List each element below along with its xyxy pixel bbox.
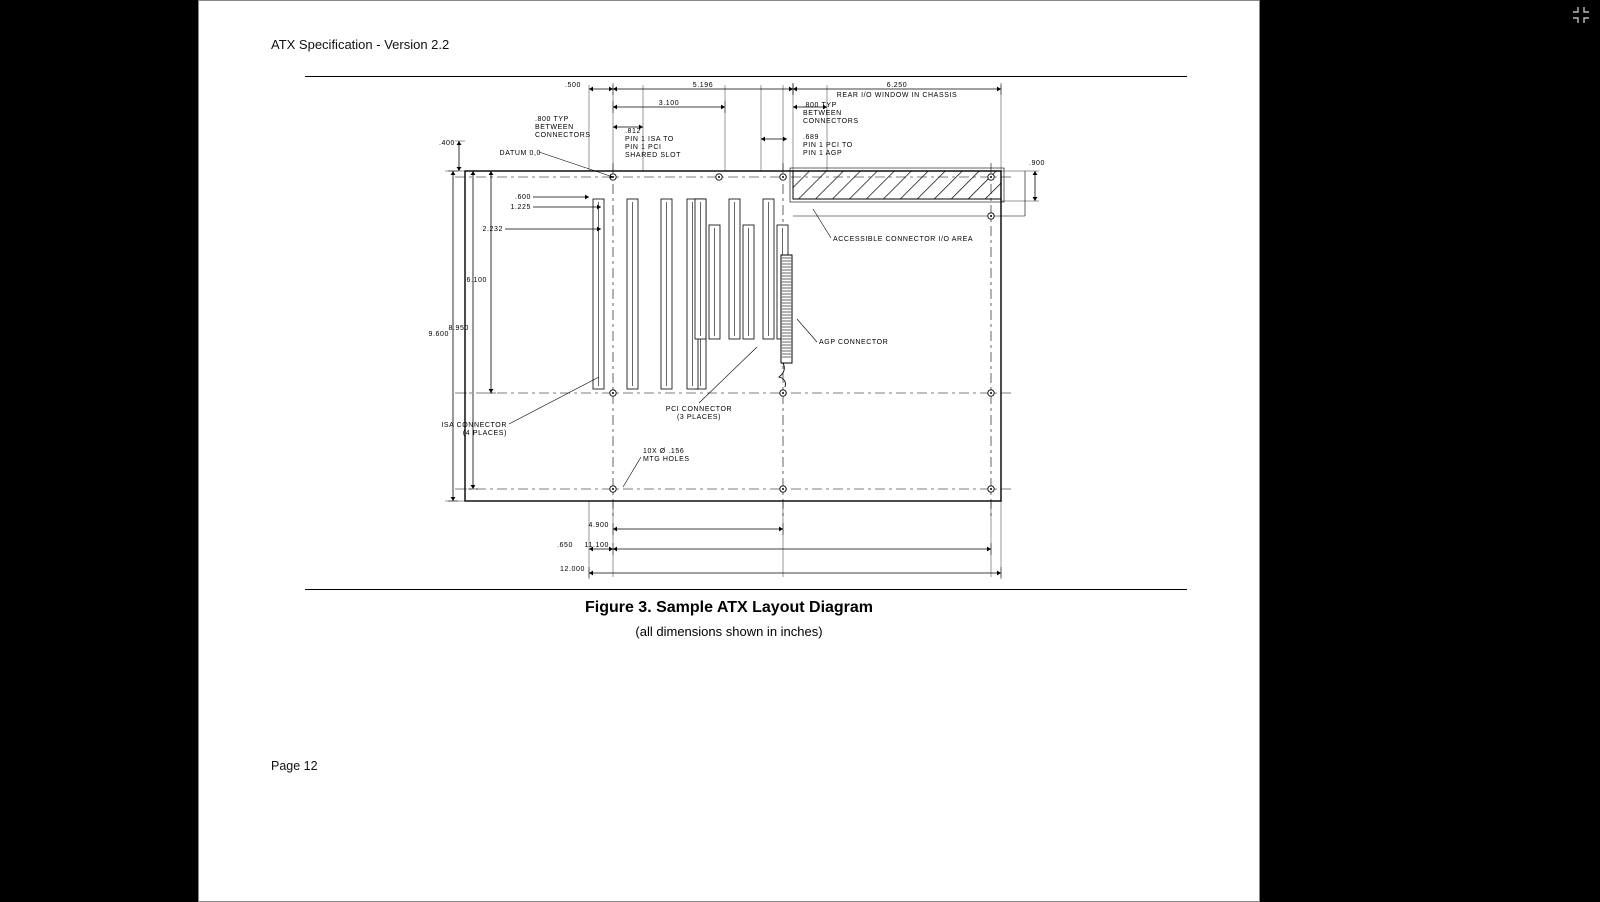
svg-text:4.900: 4.900 bbox=[588, 522, 609, 529]
svg-text:1.225: 1.225 bbox=[510, 204, 531, 211]
svg-text:8.950: 8.950 bbox=[448, 325, 469, 332]
document-page: ATX Specification - Version 2.2 .500 5.19… bbox=[198, 0, 1260, 902]
figure-subcaption: (all dimensions shown in inches) bbox=[199, 624, 1259, 639]
svg-text:9.600: 9.600 bbox=[428, 331, 449, 338]
svg-text:.800 TYPBETWEENCONNECTORS: .800 TYPBETWEENCONNECTORS bbox=[803, 102, 859, 125]
svg-text:5.196: 5.196 bbox=[693, 82, 714, 89]
svg-text:REAR I/O WINDOW IN CHASSIS: REAR I/O WINDOW IN CHASSIS bbox=[837, 92, 958, 99]
svg-text:2.232: 2.232 bbox=[482, 226, 503, 233]
svg-text:ISA CONNECTOR(4 PLACES): ISA CONNECTOR(4 PLACES) bbox=[441, 422, 507, 437]
hr-top bbox=[305, 76, 1187, 77]
doc-header: ATX Specification - Version 2.2 bbox=[271, 37, 449, 52]
svg-text:.689PIN 1 PCI TOPIN 1 AGP: .689PIN 1 PCI TOPIN 1 AGP bbox=[803, 134, 853, 157]
svg-text:AGP CONNECTOR: AGP CONNECTOR bbox=[819, 339, 888, 346]
svg-text:.650: .650 bbox=[557, 542, 573, 549]
svg-text:.800 TYPBETWEENCONNECTORS: .800 TYPBETWEENCONNECTORS bbox=[535, 116, 591, 139]
svg-text:3.100: 3.100 bbox=[659, 100, 680, 107]
svg-text:.500: .500 bbox=[565, 82, 581, 89]
svg-text:ACCESSIBLE CONNECTOR I/O AREA: ACCESSIBLE CONNECTOR I/O AREA bbox=[833, 236, 973, 243]
svg-text:.600: .600 bbox=[515, 194, 531, 201]
svg-text:6.250: 6.250 bbox=[887, 82, 908, 89]
svg-text:.812PIN 1 ISA TOPIN 1 PCISHARE: .812PIN 1 ISA TOPIN 1 PCISHARED SLOT bbox=[625, 128, 681, 159]
svg-text:11.100: 11.100 bbox=[585, 542, 610, 549]
svg-text:.400: .400 bbox=[439, 140, 455, 147]
page-number: Page 12 bbox=[271, 759, 318, 773]
svg-text:12.000: 12.000 bbox=[560, 566, 585, 573]
svg-text:.900: .900 bbox=[1029, 160, 1045, 167]
svg-text:6.100: 6.100 bbox=[466, 277, 487, 284]
hr-bot bbox=[305, 589, 1187, 590]
svg-text:DATUM 0,0: DATUM 0,0 bbox=[500, 150, 541, 157]
figure-caption: Figure 3. Sample ATX Layout Diagram bbox=[199, 599, 1259, 617]
exit-fullscreen-icon[interactable] bbox=[1572, 6, 1590, 24]
svg-text:PCI CONNECTOR(3 PLACES): PCI CONNECTOR(3 PLACES) bbox=[666, 406, 732, 421]
svg-text:10X Ø .156MTG HOLES: 10X Ø .156MTG HOLES bbox=[643, 448, 690, 463]
figure-diagram: .500 5.196 6.250 REAR I/O WINDOW IN CHASSIS… bbox=[305, 81, 1245, 581]
